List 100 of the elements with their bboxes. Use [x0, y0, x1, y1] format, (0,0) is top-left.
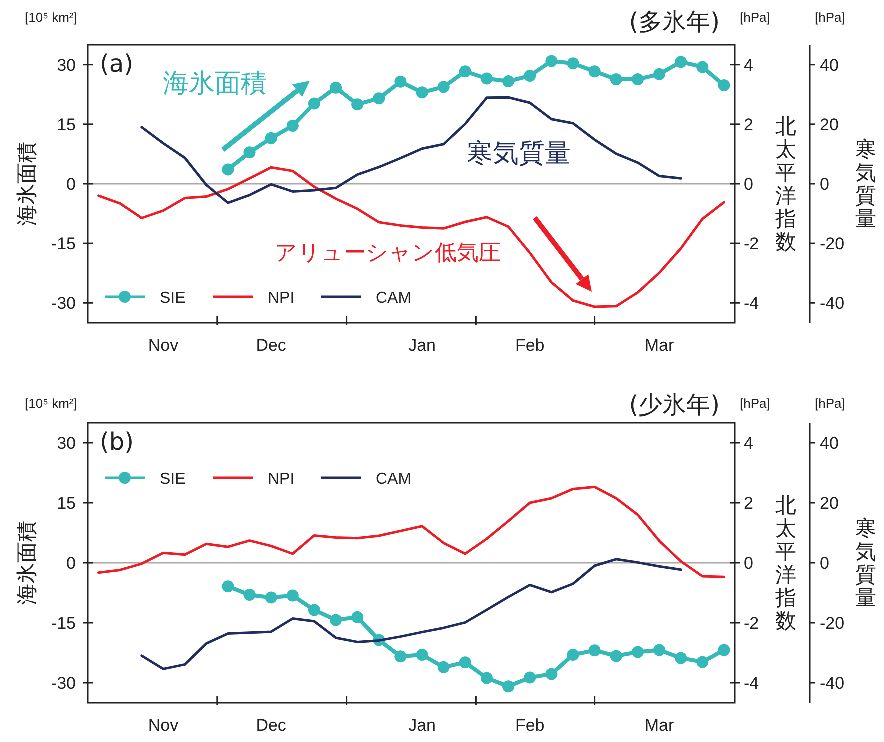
point: [480, 72, 493, 85]
point: [675, 652, 688, 664]
point: [524, 70, 536, 82]
y-axis-title: 海氷面積: [15, 142, 39, 226]
point: [546, 55, 558, 68]
annotation: (b): [100, 428, 134, 456]
y3-tick-label: -40: [820, 294, 845, 314]
point: [502, 76, 515, 88]
point: [265, 592, 278, 604]
point: [696, 656, 709, 668]
legend-label: NPI: [268, 290, 295, 307]
point: [654, 68, 666, 80]
point: [610, 650, 622, 662]
x-tick-label: Nov: [148, 336, 180, 355]
text: [10⁵ km²]: [25, 396, 78, 411]
y3-axis-title: 寒気質量: [856, 516, 876, 610]
y3-axis-title: 寒気質量: [467, 139, 571, 169]
text: [hPa]: [815, 10, 846, 25]
point: [394, 650, 407, 663]
legend-label: SIE: [160, 471, 186, 488]
y2-tick-label: 0: [744, 175, 754, 194]
annotation: (a): [100, 50, 134, 78]
legend-label: CAM: [376, 290, 412, 307]
x-tick-label: Mar: [644, 336, 674, 355]
point: [286, 120, 299, 132]
line-series: [98, 486, 726, 578]
y-tick-label: -30: [51, 674, 76, 693]
y3-tick-label: -20: [820, 234, 845, 254]
y2-tick-label: 4: [744, 434, 754, 454]
point: [632, 74, 644, 86]
x-tick-label: Jan: [408, 336, 436, 355]
point: [244, 146, 256, 159]
chart-title: (少氷年): [629, 391, 720, 419]
point: [244, 589, 256, 601]
point: [718, 80, 730, 92]
point: [438, 661, 450, 674]
y-tick-label: 15: [57, 494, 76, 513]
x-tick-label: Jan: [408, 716, 436, 735]
y-tick-label: 0: [66, 554, 76, 573]
x-tick-label: Feb: [515, 336, 545, 355]
text: [hPa]: [740, 10, 770, 25]
text: [10⁵ km²]: [25, 10, 78, 25]
point: [416, 86, 428, 99]
y3-tick-label: 40: [820, 434, 839, 454]
point: [459, 656, 472, 669]
y3-tick-label: -20: [820, 614, 845, 633]
text: 寒気質量: [856, 138, 876, 231]
point: [480, 672, 493, 684]
point: [524, 672, 536, 684]
line-series: [140, 558, 682, 670]
point: [373, 92, 386, 105]
point: [502, 680, 515, 693]
point: [352, 611, 364, 624]
text: [hPa]: [740, 396, 770, 411]
point: [459, 66, 472, 78]
point: [696, 61, 709, 74]
point: [416, 649, 428, 661]
y-tick-label: 15: [57, 115, 76, 134]
y-tick-label: 30: [57, 434, 76, 453]
legend-label: NPI: [268, 471, 295, 488]
y3-tick-label: 20: [820, 115, 839, 134]
legend-label: CAM: [376, 471, 412, 488]
y-tick-label: -15: [51, 614, 76, 633]
point: [394, 76, 407, 88]
y2-tick-label: 4: [744, 56, 754, 75]
x-tick-label: Mar: [644, 716, 674, 735]
point: [567, 649, 580, 661]
y3-tick-label: -40: [820, 674, 845, 693]
point: [330, 82, 342, 94]
point: [588, 66, 601, 78]
y3-tick-label: 0: [820, 175, 830, 194]
x-tick-label: Dec: [256, 716, 287, 735]
point: [222, 164, 234, 176]
point: [567, 58, 580, 70]
point: [352, 98, 364, 111]
text: [hPa]: [815, 396, 846, 411]
y2-tick-label: -2: [744, 614, 760, 633]
y3-tick-label: 40: [820, 56, 839, 75]
chart-title: (多氷年): [629, 8, 720, 36]
y-tick-label: 0: [66, 175, 76, 194]
y2-axis-title: 北太平洋指数: [774, 494, 796, 634]
point: [308, 98, 320, 110]
y2-tick-label: -2: [744, 234, 760, 254]
point: [286, 590, 299, 602]
point: [654, 644, 666, 656]
y-axis-title: 海氷面積: [15, 521, 39, 605]
point: [675, 56, 688, 68]
point: [632, 646, 644, 658]
y2-tick-label: 2: [744, 115, 754, 134]
x-tick-label: Nov: [148, 716, 180, 735]
x-tick-label: Dec: [256, 336, 287, 355]
y3-tick-label: 20: [820, 494, 839, 514]
line-series: [140, 96, 682, 204]
y-tick-label: 30: [57, 56, 76, 75]
annotation: 海氷面積: [163, 69, 267, 99]
point: [308, 604, 320, 616]
y2-tick-label: 0: [744, 554, 754, 573]
legend-label: SIE: [160, 290, 186, 307]
point: [588, 644, 601, 657]
y2-tick-label: -4: [744, 674, 760, 693]
